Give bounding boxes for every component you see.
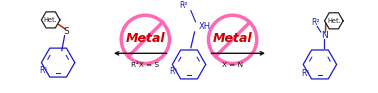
- Text: R²: R²: [311, 18, 319, 27]
- Text: R¹: R¹: [169, 67, 177, 76]
- Text: Het.: Het.: [327, 18, 341, 24]
- Text: N: N: [321, 31, 328, 40]
- Text: S: S: [64, 27, 69, 36]
- Text: R²: R²: [180, 1, 188, 10]
- Text: X = N: X = N: [222, 62, 243, 68]
- Text: R¹: R¹: [301, 69, 309, 78]
- Text: Het.: Het.: [44, 17, 57, 23]
- Text: Metal: Metal: [213, 32, 253, 45]
- Text: R²X = S: R²X = S: [131, 62, 160, 68]
- Circle shape: [209, 15, 257, 64]
- Circle shape: [121, 15, 169, 64]
- Text: XH: XH: [198, 22, 211, 31]
- Text: R¹: R¹: [39, 66, 47, 74]
- Polygon shape: [41, 12, 60, 28]
- Polygon shape: [325, 13, 343, 29]
- Text: Metal: Metal: [125, 32, 165, 45]
